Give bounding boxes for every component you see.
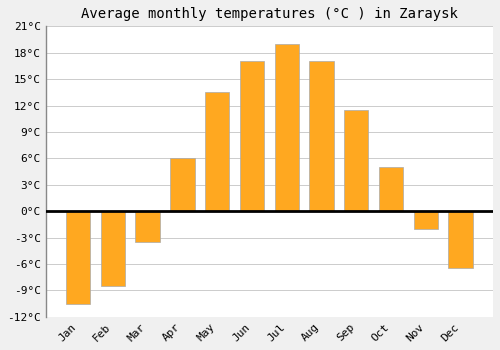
Bar (205, 92, 230, 211)
Bar (66, 211, 90, 303)
Bar (379, 167, 403, 211)
Bar (344, 110, 368, 211)
Bar (136, 211, 160, 242)
Bar (100, 211, 125, 286)
Bar (240, 62, 264, 211)
Bar (414, 211, 438, 229)
Bar (448, 211, 472, 268)
Bar (310, 62, 334, 211)
Bar (170, 158, 194, 211)
Title: Average monthly temperatures (°C ) in Zaraysk: Average monthly temperatures (°C ) in Za… (81, 7, 458, 21)
Bar (274, 44, 299, 211)
